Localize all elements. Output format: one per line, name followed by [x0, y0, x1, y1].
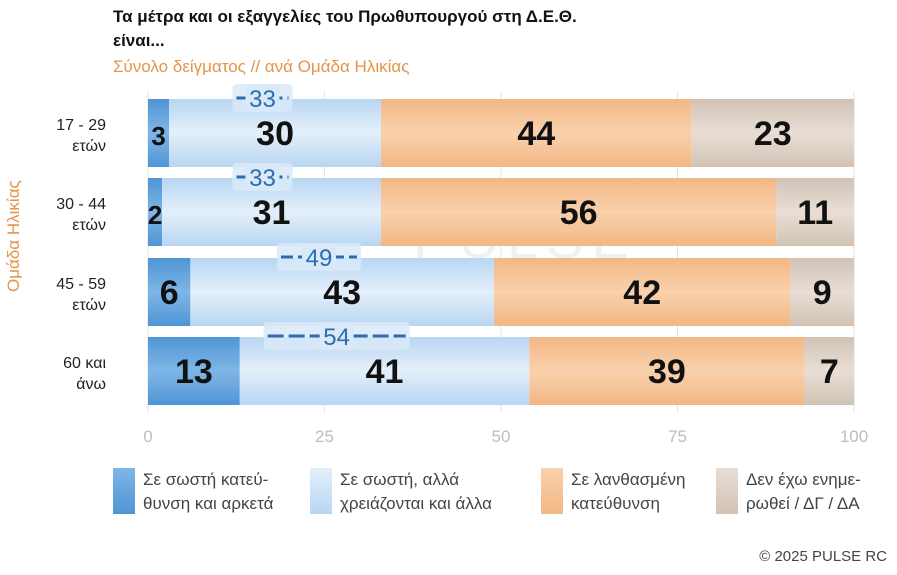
- bar-segment: [493, 258, 791, 326]
- x-tick-label: 75: [668, 427, 687, 446]
- bar-segment: [148, 337, 240, 405]
- bar-segment: [148, 99, 170, 167]
- x-tick-label: 0: [143, 427, 152, 446]
- data-label: 9: [813, 274, 832, 312]
- data-label: 7: [820, 353, 839, 391]
- annotation-label: 33: [249, 86, 276, 113]
- legend-swatch-1: [113, 468, 135, 514]
- legend-label-2: Σε σωστή, αλλά χρειάζονται και άλλα: [340, 470, 492, 513]
- annotation-bg: [245, 164, 280, 190]
- data-label: 23: [754, 115, 792, 153]
- copyright-text: © 2025 PULSE RC: [759, 548, 887, 565]
- annotation-bg: [319, 323, 354, 349]
- legend-label-3: Σε λανθασμένη κατεύθυνση: [571, 470, 686, 513]
- category-label: 17 - 29: [56, 117, 106, 134]
- x-tick-label: 25: [315, 427, 334, 446]
- legend-item-2: Σε σωστή, αλλά χρειάζονται και άλλα: [310, 468, 492, 516]
- legend-label-4: Δεν έχω ενημε- ρωθεί / ΔΓ / ΔΑ: [746, 470, 861, 513]
- x-tick-label: 50: [492, 427, 511, 446]
- category-label: ετών: [72, 297, 106, 314]
- chart-title: Τα μέτρα και οι εξαγγελίες του Πρωθυπουρ…: [113, 7, 577, 50]
- category-label: 45 - 59: [56, 276, 106, 293]
- bar-segment: [380, 99, 692, 167]
- bar-segment: [691, 99, 854, 167]
- data-label: 42: [623, 274, 661, 312]
- category-label: 60 και: [63, 355, 106, 372]
- bar-segment: [380, 178, 777, 246]
- data-label: 31: [253, 194, 291, 232]
- legend-item-1: Σε σωστή κατεύ- θυνση και αρκετά: [113, 468, 273, 516]
- category-label: άνω: [76, 376, 106, 393]
- bar-segment: [790, 258, 854, 326]
- chart-subtitle: Σύνολο δείγματος // ανά Ομάδα Ηλικίας: [113, 57, 410, 76]
- bar-segment: [148, 178, 163, 246]
- data-label: 44: [517, 115, 555, 153]
- annotation-label: 49: [306, 245, 333, 272]
- stacked-bar-chart: PULSERESEARCH & CONSULTING330442317 - 29…: [56, 84, 868, 446]
- legend-swatch-4: [716, 468, 738, 514]
- legend-label-1: Σε σωστή κατεύ- θυνση και αρκετά: [143, 470, 274, 513]
- data-label: 3: [151, 121, 165, 151]
- data-label: 11: [797, 194, 833, 232]
- bar-segment: [804, 337, 854, 405]
- category-label: ετών: [72, 138, 106, 155]
- legend-item-3: Σε λανθασμένη κατεύθυνση: [541, 468, 685, 516]
- data-label: 30: [256, 115, 294, 153]
- legend-swatch-3: [541, 468, 563, 514]
- legend-item-4: Δεν έχω ενημε- ρωθεί / ΔΓ / ΔΑ: [716, 468, 861, 516]
- data-label: 41: [366, 353, 404, 391]
- annotation-label: 33: [249, 165, 276, 192]
- annotation-bg: [301, 244, 336, 270]
- bar-segment: [776, 178, 854, 246]
- bar-segment: [529, 337, 805, 405]
- data-label: 13: [175, 353, 213, 391]
- data-label: 2: [148, 200, 162, 230]
- data-label: 56: [560, 194, 598, 232]
- data-label: 6: [160, 274, 179, 312]
- data-label: 39: [648, 353, 686, 391]
- legend-swatch-2: [310, 468, 332, 514]
- x-tick-label: 100: [840, 427, 868, 446]
- annotation-bg: [245, 85, 280, 111]
- annotation-label: 54: [323, 324, 350, 351]
- category-label: ετών: [72, 217, 106, 234]
- bar-segment: [148, 258, 191, 326]
- data-label: 43: [323, 274, 361, 312]
- category-label: 30 - 44: [56, 196, 106, 213]
